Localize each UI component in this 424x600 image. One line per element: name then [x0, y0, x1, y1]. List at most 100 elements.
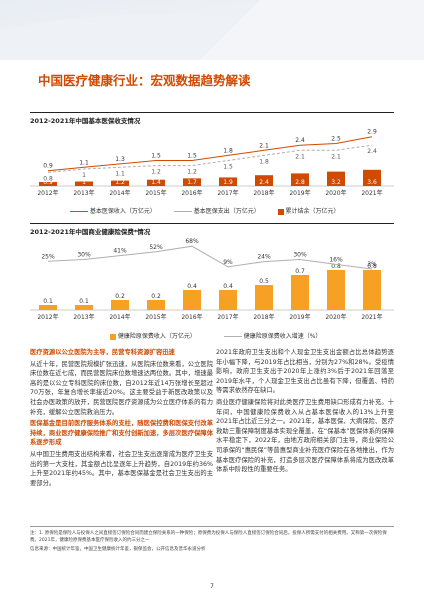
bar-premium	[219, 290, 237, 310]
income-label: 1.5	[151, 153, 161, 160]
growth-label: 25%	[41, 253, 55, 260]
bar-premium-label: 0.2	[151, 293, 161, 300]
bar-premium-label: 0.5	[259, 278, 269, 285]
growth-label: 30%	[293, 252, 307, 259]
x-tick-label: 2018年	[253, 313, 274, 321]
bar-balance-label: 2.4	[259, 179, 269, 186]
bar-premium-label: 0.7	[295, 268, 305, 275]
left-heading-1: 医疗资源以公立医院为主导，民营专科资源扩容迅速	[30, 349, 175, 356]
footnote: 注：1. 原保险是保险人与投保人之间直接签订保险合同而建立保险关系的一种保险；原…	[30, 531, 387, 543]
bar-premium	[183, 290, 201, 310]
legend-bar1-swatch	[277, 208, 284, 215]
bar-premium-label: 0.1	[43, 298, 53, 305]
x-tick-label: 2017年	[217, 313, 238, 321]
income-label: 2.5	[331, 136, 341, 143]
bar-premium-label: 0.8	[331, 263, 341, 270]
chart1-legend: 基本医保收入（万亿元） 基本医保支出（万亿元） 累计结余（万亿元）	[70, 206, 390, 215]
growth-label: 68%	[185, 238, 199, 245]
x-tick-label: 2016年	[181, 313, 202, 321]
expense-label: 2.1	[295, 153, 305, 160]
legend-line1-swatch	[70, 210, 88, 213]
x-tick-label: 2014年	[109, 313, 130, 321]
bar-premium	[75, 305, 93, 310]
x-tick-label: 2017年	[217, 189, 238, 197]
x-tick-label: 2019年	[289, 189, 310, 197]
growth-label: 16%	[329, 256, 343, 263]
bar-balance-label: 1	[82, 179, 86, 186]
income-label: 2.1	[259, 142, 269, 149]
bar-balance-label: 1.4	[151, 179, 161, 186]
bar-balance	[183, 178, 201, 186]
left-paragraph-2: 从中国卫生费用支出结构来看，社会卫生支出逐渐成为医疗卫生支出的第一大支柱，其金额…	[30, 450, 213, 487]
bar-premium	[291, 275, 309, 310]
bar-balance-label: 1.7	[187, 179, 197, 186]
bar-premium	[363, 270, 381, 310]
legend-expense-label: 基本医保支出（万亿元）	[193, 208, 260, 215]
bar-balance	[327, 171, 345, 186]
expense-label: 1.5	[223, 164, 233, 171]
bar-balance	[39, 181, 57, 186]
x-tick-label: 2016年	[181, 189, 202, 197]
bar-premium	[147, 300, 165, 310]
income-label: 1.8	[223, 147, 233, 154]
bar-balance-label: 1.2	[115, 179, 125, 186]
chart2-legend: 健康险原保费收入（万亿元） 健康险原保费收入增速（%）	[110, 331, 390, 340]
x-tick-label: 2020年	[325, 313, 346, 321]
legend-line2-swatch	[173, 210, 192, 213]
income-label: 1.1	[79, 159, 89, 166]
expense-label: 1.2	[151, 169, 161, 176]
bar-premium-label: 0.4	[223, 283, 233, 290]
bar-balance	[219, 177, 237, 186]
page-number: 7	[210, 583, 214, 590]
growth-label: 9%	[223, 259, 233, 266]
growth-label: 30%	[77, 252, 91, 259]
expense-label: 1.1	[115, 170, 125, 177]
bar-premium	[255, 285, 273, 310]
x-tick-label: 2019年	[289, 313, 310, 321]
legend-income-label: 基本医保收入（万亿元）	[89, 208, 156, 215]
income-label: 0.9	[43, 163, 53, 170]
x-tick-label: 2015年	[145, 313, 166, 321]
income-label: 1.5	[187, 153, 197, 160]
bar-balance-label: 2.8	[295, 179, 305, 186]
left-column: 医疗资源以公立医院为主导，民营专科资源扩容迅速 从近十年，民营医院规模扩张迅速，…	[30, 348, 213, 490]
income-label: 2.9	[367, 129, 377, 136]
source-note: 信息来源：中国统计年鉴，中国卫生健康统计年鉴，银保监会，公开信息及普华永道分析	[30, 547, 206, 552]
x-tick-label: 2013年	[73, 313, 94, 321]
expense-label: 1.8	[259, 158, 269, 165]
footer-notes: 注：1. 原保险是保险人与投保人之间直接签订保险合同而建立保险关系的一种保险；原…	[30, 526, 394, 555]
legend-growth-label: 健康险原保费收入增速（%）	[243, 333, 322, 340]
bar-balance	[111, 180, 129, 186]
x-tick-label: 2021年	[361, 189, 382, 197]
header-photo-strip	[0, 0, 424, 60]
bar-premium-label: 0.2	[115, 293, 125, 300]
right-column: 2021年政府卫生支出和个人现金卫生支出金额占比总体趋势逐年小幅下降，与2019…	[216, 348, 394, 477]
expense-label: 1	[82, 172, 86, 179]
bar-premium-label: 0.8	[367, 263, 377, 270]
bar-balance-label: 1.9	[223, 179, 233, 186]
x-tick-label: 2012年	[37, 313, 58, 321]
line-expense	[47, 144, 373, 173]
bar-balance	[147, 179, 165, 186]
chart2-title: 2012-2021年中国商业健康险保费*情况	[30, 223, 394, 236]
legend-premium-label: 健康险原保费收入（万亿元）	[117, 333, 196, 340]
bar-balance	[291, 173, 309, 186]
x-tick-label: 2012年	[37, 189, 58, 197]
x-tick-label: 2018年	[253, 189, 274, 197]
expense-label: 0.8	[43, 175, 53, 182]
bar-premium	[327, 270, 345, 310]
growth-label: 52%	[149, 244, 163, 251]
chart1-title: 2012-2021年中国基本医保收支情况	[30, 112, 394, 125]
bar-balance-label: 3.2	[331, 179, 341, 186]
chart-commercial-health-insurance: 0.1 2012年 0.1 2013年 0.2 2014年 0.2 2015年 0.4 2016年…	[30, 238, 394, 321]
growth-label: 41%	[113, 248, 127, 255]
page-title: 中国医疗健康行业：宏观数据趋势解读	[38, 73, 251, 88]
bar-premium-label: 0.1	[79, 298, 89, 305]
bar-balance-label: 0.9	[43, 179, 53, 186]
income-label: 2.4	[295, 137, 305, 144]
right-paragraph-1: 2021年政府卫生支出和个人现金卫生支出金额占比总体趋势逐年小幅下降，与2019…	[216, 349, 394, 395]
legend-balance-label: 累计结余（万亿元）	[285, 208, 340, 215]
x-tick-label: 2020年	[325, 189, 346, 197]
line-growth	[47, 245, 373, 270]
bar-balance	[363, 169, 381, 186]
